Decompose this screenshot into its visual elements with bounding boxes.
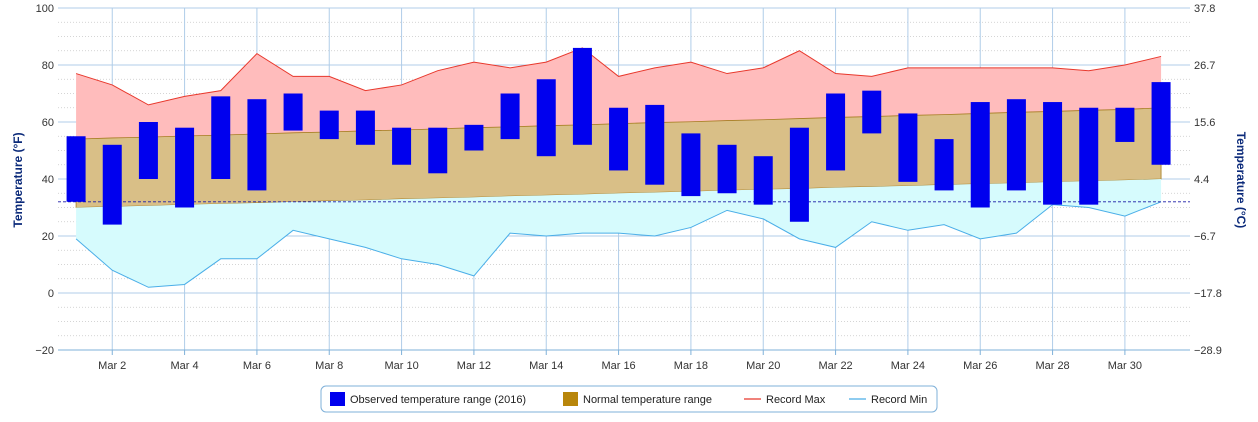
x-tick-label: Mar 16	[601, 360, 635, 372]
observed-bar	[319, 110, 339, 140]
legend-item-normal[interactable]: Normal temperature range	[563, 392, 712, 406]
y-axis-left-title: Temperature (°F)	[11, 132, 25, 227]
observed-bar	[500, 93, 520, 140]
observed-bar	[898, 113, 918, 182]
record-lines	[58, 47, 1190, 288]
x-tick-label: Mar 12	[457, 360, 491, 372]
x-tick-label: Mar 24	[891, 360, 925, 372]
x-tick-label: Mar 30	[1108, 360, 1142, 372]
observed-bar	[1151, 82, 1171, 165]
observed-bar	[717, 144, 737, 194]
y-tick-left-label: 20	[42, 231, 54, 243]
y-tick-left-label: 80	[42, 60, 54, 72]
observed-bar	[609, 107, 629, 171]
x-tick-label: Mar 26	[963, 360, 997, 372]
y-tick-left-label: −20	[35, 345, 54, 357]
observed-bar	[102, 144, 122, 225]
observed-bar	[536, 79, 556, 157]
x-tick-label: Mar 2	[98, 360, 126, 372]
x-tick-label: Mar 18	[674, 360, 708, 372]
observed-bar	[1006, 99, 1026, 191]
observed-bar	[645, 104, 665, 185]
axes: 100 80 60 40 20 0 −20 37.8 26.7 15.6 4.4 −6.7 −17.8 −…	[35, 3, 1222, 372]
y-tick-right-label: −6.7	[1194, 231, 1216, 243]
legend-label-observed: Observed temperature range (2016)	[350, 394, 526, 406]
observed-bar	[392, 127, 412, 165]
x-tick-label: Mar 8	[315, 360, 343, 372]
observed-bar	[1079, 107, 1099, 205]
y-tick-right-label: 15.6	[1194, 117, 1215, 129]
legend-label-normal: Normal temperature range	[583, 394, 712, 406]
observed-bars	[66, 47, 1171, 225]
record-max-area	[76, 47, 1162, 140]
y-tick-right-label: 4.4	[1194, 174, 1209, 186]
legend-label-record-min: Record Min	[871, 394, 927, 406]
x-tick-label: Mar 22	[818, 360, 852, 372]
x-tick-label: Mar 6	[243, 360, 271, 372]
legend-item-observed[interactable]: Observed temperature range (2016)	[330, 392, 526, 406]
x-tick-label: Mar 28	[1035, 360, 1069, 372]
observed-bar	[789, 127, 809, 222]
observed-bar	[572, 47, 592, 145]
observed-bar	[934, 139, 954, 191]
record-min-line	[75, 201, 1162, 288]
x-tick-label: Mar 10	[384, 360, 418, 372]
observed-bar	[66, 136, 86, 202]
legend-box	[320, 385, 938, 413]
y-tick-left-label: 60	[42, 117, 54, 129]
observed-bar	[681, 133, 701, 197]
x-tick-label: Mar 4	[171, 360, 199, 372]
observed-bar	[826, 93, 846, 171]
observed-bar	[1043, 102, 1063, 205]
observed-bar	[464, 124, 484, 151]
observed-bar	[211, 96, 231, 179]
record-max-line	[75, 47, 1162, 106]
observed-bar	[1115, 107, 1135, 142]
legend-label-record-max: Record Max	[766, 394, 826, 406]
legend-swatch-normal	[563, 392, 578, 406]
x-tick-label: Mar 20	[746, 360, 780, 372]
y-tick-right-label: −17.8	[1194, 288, 1222, 300]
observed-bar	[355, 110, 375, 145]
observed-bar	[138, 122, 158, 179]
legend-swatch-observed	[330, 392, 345, 406]
observed-bar	[283, 93, 303, 131]
observed-bar	[753, 156, 773, 205]
legend-item-record-max[interactable]: Record Max	[744, 394, 826, 406]
y-tick-left-label: 100	[36, 3, 54, 15]
y-tick-right-label: −28.9	[1194, 345, 1222, 357]
y-tick-right-label: 37.8	[1194, 3, 1215, 15]
y-tick-left-label: 40	[42, 174, 54, 186]
x-tick-label: Mar 14	[529, 360, 563, 372]
observed-bar	[862, 90, 882, 134]
y-axis-right-title: Temperature (°C)	[1234, 132, 1248, 229]
legend: Observed temperature range (2016) Normal…	[320, 385, 938, 413]
y-tick-left-label: 0	[48, 288, 54, 300]
legend-item-record-min[interactable]: Record Min	[849, 394, 927, 406]
observed-bar	[247, 99, 267, 191]
observed-bar	[175, 127, 195, 208]
observed-bar	[970, 102, 990, 208]
y-tick-right-label: 26.7	[1194, 60, 1215, 72]
observed-bar	[428, 127, 448, 174]
